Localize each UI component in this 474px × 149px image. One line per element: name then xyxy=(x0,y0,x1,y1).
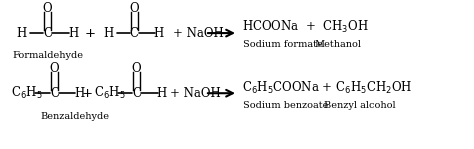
Text: Benzyl alcohol: Benzyl alcohol xyxy=(324,101,396,110)
Text: H: H xyxy=(156,87,167,100)
Text: C$_6$H$_5$: C$_6$H$_5$ xyxy=(11,85,42,101)
Text: + NaOH: + NaOH xyxy=(170,87,221,100)
Text: O: O xyxy=(50,62,59,75)
Text: C: C xyxy=(50,87,59,100)
Text: +: + xyxy=(84,27,95,40)
Text: O: O xyxy=(129,2,139,15)
Text: O: O xyxy=(43,2,53,15)
Text: Methanol: Methanol xyxy=(315,40,362,49)
Text: H: H xyxy=(16,27,26,40)
Text: C: C xyxy=(132,87,141,100)
Text: HCOONa  +  CH$_3$OH: HCOONa + CH$_3$OH xyxy=(242,19,368,35)
Text: O: O xyxy=(132,62,141,75)
Text: C$_6$H$_5$COONa + C$_6$H$_5$CH$_2$OH: C$_6$H$_5$COONa + C$_6$H$_5$CH$_2$OH xyxy=(242,79,412,96)
Text: Sodium benzoate: Sodium benzoate xyxy=(243,101,328,110)
Text: Sodium formate: Sodium formate xyxy=(243,40,322,49)
Text: H: H xyxy=(104,27,114,40)
Text: + NaOH: + NaOH xyxy=(173,27,224,40)
Text: H: H xyxy=(154,27,164,40)
Text: Benzaldehyde: Benzaldehyde xyxy=(40,112,109,121)
Text: C: C xyxy=(130,27,139,40)
Text: Formaldehyde: Formaldehyde xyxy=(12,52,83,60)
Text: C: C xyxy=(43,27,52,40)
Text: C$_6$H$_5$: C$_6$H$_5$ xyxy=(94,85,125,101)
Text: H: H xyxy=(68,27,78,40)
Text: +: + xyxy=(82,87,92,100)
Text: H: H xyxy=(74,87,84,100)
